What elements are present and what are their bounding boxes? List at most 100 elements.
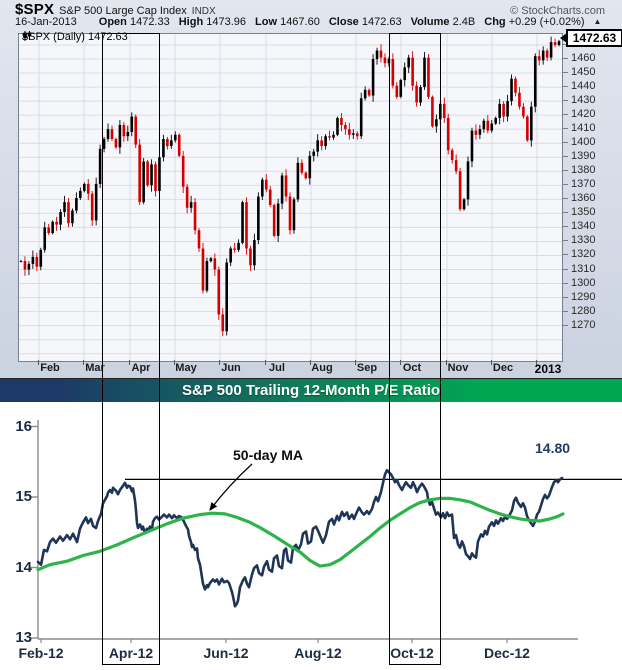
- price-y-tickmark: [562, 240, 568, 242]
- pe-chart-canvas: [30, 420, 622, 643]
- price-y-tickmark: [562, 282, 568, 284]
- price-y-tickmark: [562, 114, 568, 116]
- pe-y-tick-15: 15: [15, 488, 32, 505]
- quote-date: 16-Jan-2013: [15, 16, 77, 28]
- price-x-label-Feb: Feb: [40, 362, 60, 374]
- price-x-label-Jul: Jul: [269, 362, 285, 374]
- price-y-tickmark: [562, 212, 568, 214]
- quote-low: Low 1467.60: [255, 16, 320, 28]
- price-x-tickmark: [446, 360, 447, 365]
- price-y-tick-1270: 1270: [571, 318, 596, 331]
- price-y-tick-1310: 1310: [571, 262, 596, 275]
- price-y-tick-1430: 1430: [571, 94, 596, 107]
- price-y-tick-1300: 1300: [571, 276, 596, 289]
- price-y-tickmark: [562, 268, 568, 270]
- price-y-tick-1320: 1320: [571, 248, 596, 261]
- price-x-tickmark: [536, 360, 537, 365]
- ma-annotation-label: 50-day MA: [233, 447, 304, 463]
- pe-x-label-Jun-12: Jun-12: [203, 645, 249, 661]
- price-x-label-Jun: Jun: [221, 362, 241, 374]
- price-y-tickmark: [562, 226, 568, 228]
- price-y-tick-1380: 1380: [571, 164, 596, 177]
- price-y-tickmark: [562, 310, 568, 312]
- price-y-tickmark: [562, 58, 568, 59]
- price-x-label-Apr: Apr: [131, 362, 151, 374]
- price-x-tickmark: [83, 360, 84, 365]
- price-y-tick-1400: 1400: [571, 136, 596, 149]
- price-x-tickmark: [491, 360, 492, 365]
- price-x-label-Oct: Oct: [402, 362, 422, 374]
- index-name: S&P 500 Large Cap Index: [59, 5, 187, 17]
- price-x-label-Dec: Dec: [492, 362, 514, 374]
- price-y-tickmark: [562, 72, 568, 74]
- pe-x-label-Oct-12: Oct-12: [390, 645, 434, 661]
- quote-close: Close 1472.63: [328, 16, 402, 28]
- price-y-tickmark: [562, 156, 568, 158]
- pe-chart-panel: [0, 402, 622, 670]
- exchange-label: INDX: [191, 6, 216, 17]
- quote-high: High 1473.96: [178, 16, 247, 28]
- price-x-label-2013: 2013: [534, 362, 562, 376]
- last-price-callout: 1472.63: [560, 29, 622, 47]
- price-y-tickmark: [562, 100, 568, 102]
- price-y-tick-1290: 1290: [571, 290, 596, 303]
- price-x-label-Nov: Nov: [447, 362, 469, 374]
- price-x-label-Mar: Mar: [85, 362, 105, 374]
- price-y-tickmark: [562, 296, 568, 298]
- pe-x-label-Feb-12: Feb-12: [18, 645, 64, 661]
- price-y-tickmark: [562, 142, 568, 144]
- quote-volume: Volume 2.4B: [410, 16, 476, 28]
- price-chart-legend: $SPX (Daily) 1472.63: [22, 31, 128, 43]
- price-y-tick-1440: 1440: [571, 80, 596, 93]
- pe-chart-title-banner: S&P 500 Trailing 12-Month P/E Ratio: [0, 378, 622, 402]
- price-plot-area: [18, 33, 563, 362]
- change-up-triangle-icon: ▲: [593, 17, 602, 26]
- chart-header: $SPX S&P 500 Large Cap Index INDX © StockC…: [15, 1, 615, 18]
- pe-y-tick-16: 16: [15, 417, 32, 435]
- price-y-tick-1350: 1350: [571, 206, 596, 219]
- price-y-tickmark: [562, 198, 568, 200]
- price-y-tick-1280: 1280: [571, 304, 596, 317]
- price-chart-canvas: [19, 34, 562, 361]
- price-y-tickmark: [562, 254, 568, 256]
- price-y-tick-1450: 1450: [571, 66, 596, 79]
- price-y-tick-1360: 1360: [571, 192, 596, 205]
- price-y-tickmark: [562, 128, 568, 130]
- pe-y-tick-13: 13: [15, 629, 32, 646]
- quote-values: Open 1472.33 High 1473.96 Low 1467.60 Close…: [99, 16, 594, 28]
- pe-x-label-Aug-12: Aug-12: [294, 645, 342, 661]
- price-y-tick-1420: 1420: [571, 108, 596, 121]
- price-y-tickmark: [562, 170, 568, 172]
- price-y-tick-1370: 1370: [571, 178, 596, 191]
- price-y-tick-1340: 1340: [571, 220, 596, 233]
- price-x-tickmark: [174, 360, 175, 365]
- price-x-label-May: May: [175, 362, 197, 374]
- price-x-label-Sep: Sep: [356, 362, 378, 374]
- pe-x-label-Dec-12: Dec-12: [484, 645, 530, 661]
- ticker-symbol: $SPX: [15, 1, 55, 18]
- stockcharts-logo-text: © StockCharts.com: [510, 5, 605, 17]
- price-y-tick-1460: 1460: [571, 52, 596, 64]
- price-y-tick-1410: 1410: [571, 122, 596, 135]
- price-x-label-Aug: Aug: [311, 362, 333, 374]
- pe-x-label-Apr-12: Apr-12: [108, 645, 154, 661]
- quote-line: 16-Jan-2013 Open 1472.33 High 1473.96 Low 1…: [15, 16, 615, 28]
- candlestick-icon: [23, 31, 32, 41]
- price-x-tickmark: [400, 360, 401, 365]
- price-y-tickmark: [562, 86, 568, 88]
- price-x-tickmark: [265, 360, 266, 365]
- price-chart-panel: $SPX S&P 500 Large Cap Index INDX © StockC…: [0, 0, 622, 378]
- pe-last-value-label: 14.80: [535, 440, 571, 456]
- price-x-tickmark: [310, 360, 311, 365]
- pe-y-tick-14: 14: [15, 558, 32, 576]
- quote-chg: Chg +0.29 (+0.02%): [484, 16, 585, 28]
- price-y-tick-1390: 1390: [571, 150, 596, 163]
- price-y-tick-1330: 1330: [571, 234, 596, 247]
- quote-open: Open 1472.33: [98, 16, 170, 28]
- legend-text: $SPX (Daily) 1472.63: [22, 31, 128, 43]
- price-y-tickmark: [562, 43, 568, 45]
- price-x-tickmark: [219, 360, 220, 365]
- price-x-tickmark: [38, 360, 39, 365]
- price-y-tickmark: [562, 184, 568, 186]
